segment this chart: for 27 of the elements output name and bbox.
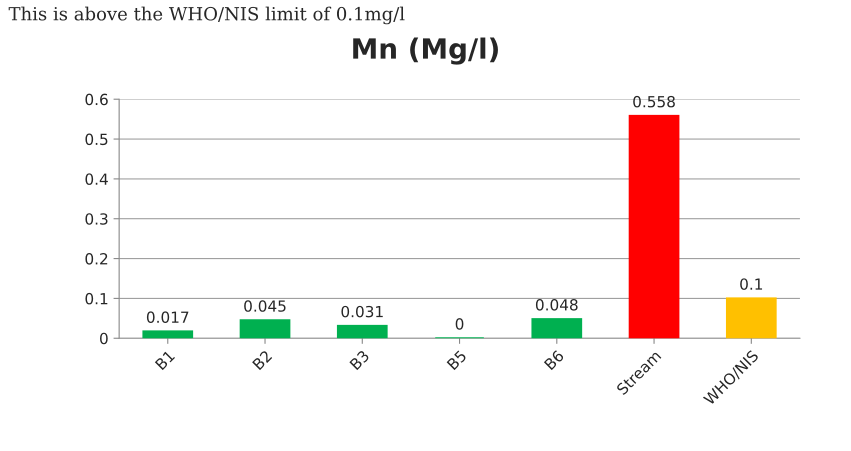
y-tick-label: 0.6 [85, 94, 108, 106]
data-label: 0.031 [341, 306, 383, 318]
text: This is above the WHO/NIS limit of 0.1mg/l [8, 6, 405, 24]
x-tick-label: B3 [349, 350, 370, 370]
y-tick-label: 0.5 [85, 134, 108, 146]
bar [336, 324, 388, 338]
bar [726, 297, 777, 338]
x-tick-label: B2 [252, 350, 272, 370]
y-tick-label: 0.1 [85, 292, 108, 304]
bar [240, 319, 290, 338]
bar [628, 114, 680, 338]
y-tick-label: 0.4 [85, 173, 108, 185]
data-label: 0.045 [244, 300, 286, 312]
y-tick-label: 0.3 [85, 213, 108, 225]
data-label: 0 [456, 318, 464, 330]
data-label: 0.017 [146, 311, 188, 323]
x-tick-label: B1 [154, 350, 175, 370]
chart-title: Mn (Mg/l) [353, 38, 498, 65]
bar [142, 330, 194, 338]
x-tick-label: B6 [544, 350, 564, 370]
y-tick-label: 0 [100, 332, 108, 344]
data-label: 0.048 [536, 299, 578, 311]
data-label: 0.1 [740, 278, 762, 290]
x-tick-label: B5 [446, 350, 467, 370]
bar [531, 318, 582, 338]
data-label: 0.558 [633, 96, 675, 108]
y-tick-label: 0.2 [85, 253, 108, 265]
